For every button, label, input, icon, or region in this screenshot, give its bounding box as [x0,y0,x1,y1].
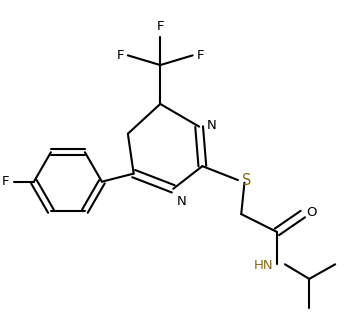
Text: HN: HN [254,260,274,272]
Text: F: F [157,20,164,33]
Text: F: F [116,49,124,62]
Text: N: N [207,118,217,131]
Text: O: O [307,206,317,219]
Text: F: F [2,175,10,188]
Text: S: S [242,172,251,188]
Text: N: N [177,195,186,208]
Text: F: F [197,49,204,62]
